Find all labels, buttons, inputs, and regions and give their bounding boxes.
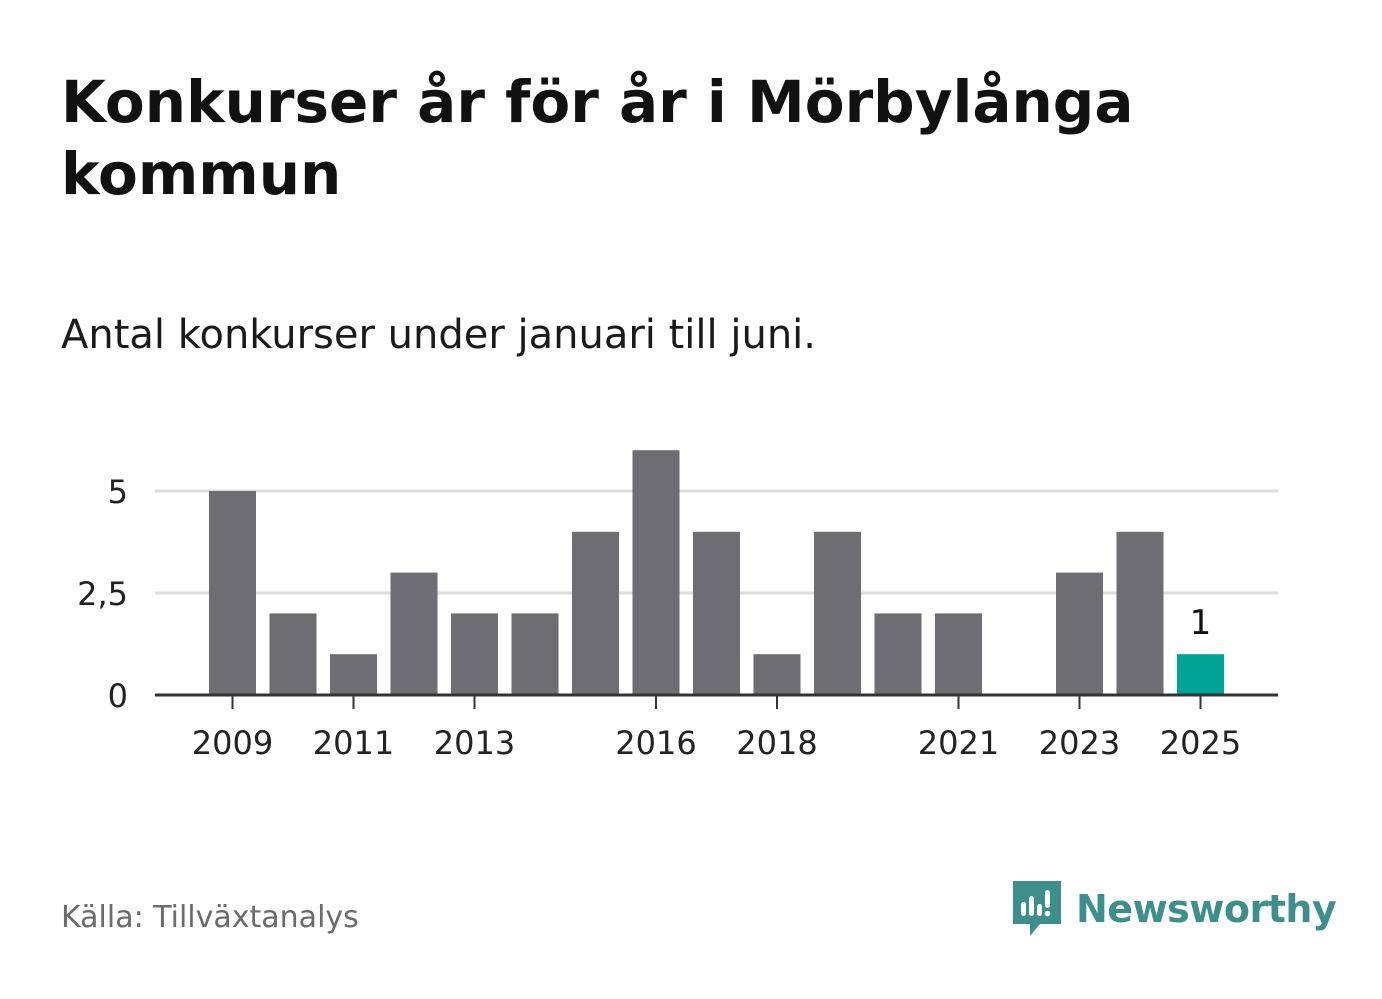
y-tick-label: 5 xyxy=(108,473,128,511)
bar-chart: 0 2,5 5 2009 2011 2013 2016 2018 2021 2023 2025 1 xyxy=(77,450,1278,762)
bar-2012 xyxy=(390,572,438,695)
y-tick-label: 2,5 xyxy=(77,575,128,613)
x-tick-label: 2025 xyxy=(1160,724,1241,762)
x-tick-label: 2013 xyxy=(434,724,515,762)
bar-2019 xyxy=(814,531,861,695)
data-label: 1 xyxy=(1190,603,1212,643)
bar-2009 xyxy=(209,491,256,695)
x-tick-label: 2023 xyxy=(1039,724,1120,762)
bar-2025 xyxy=(1177,654,1224,695)
bar-2023 xyxy=(1056,572,1103,695)
brand-name: Newsworthy xyxy=(1076,887,1337,931)
bar-2017 xyxy=(693,531,740,695)
bar-2010 xyxy=(269,613,317,695)
brand-logo: Newsworthy xyxy=(1010,878,1337,940)
bar-2015 xyxy=(572,531,619,695)
bar-2018 xyxy=(753,654,801,695)
bar-2021 xyxy=(935,613,982,695)
bar-2011 xyxy=(330,654,377,695)
labels: 0 2,5 5 2009 2011 2013 2016 2018 2021 2023 2025 1 xyxy=(77,473,1241,762)
x-tick-label: 2021 xyxy=(918,724,999,762)
x-tick-label: 2016 xyxy=(615,724,696,762)
bar-2024 xyxy=(1116,531,1164,695)
bar-2014 xyxy=(511,613,559,695)
y-tick-label: 0 xyxy=(108,677,128,715)
bar-2020 xyxy=(874,613,922,695)
bar-2013 xyxy=(451,613,498,695)
x-tick-label: 2018 xyxy=(736,724,817,762)
bars xyxy=(209,450,1224,695)
bar-2016 xyxy=(632,450,680,695)
chart-subtitle: Antal konkurser under januari till juni. xyxy=(61,312,816,358)
x-tick-label: 2011 xyxy=(313,724,394,762)
source-note: Källa: Tillväxtanalys xyxy=(61,900,359,935)
x-tick-label: 2009 xyxy=(192,724,273,762)
chart-title: Konkurser år för år i Mörbylånga kommun xyxy=(61,68,1134,208)
newsworthy-logo-icon xyxy=(1013,881,1061,936)
axes xyxy=(155,693,1278,709)
